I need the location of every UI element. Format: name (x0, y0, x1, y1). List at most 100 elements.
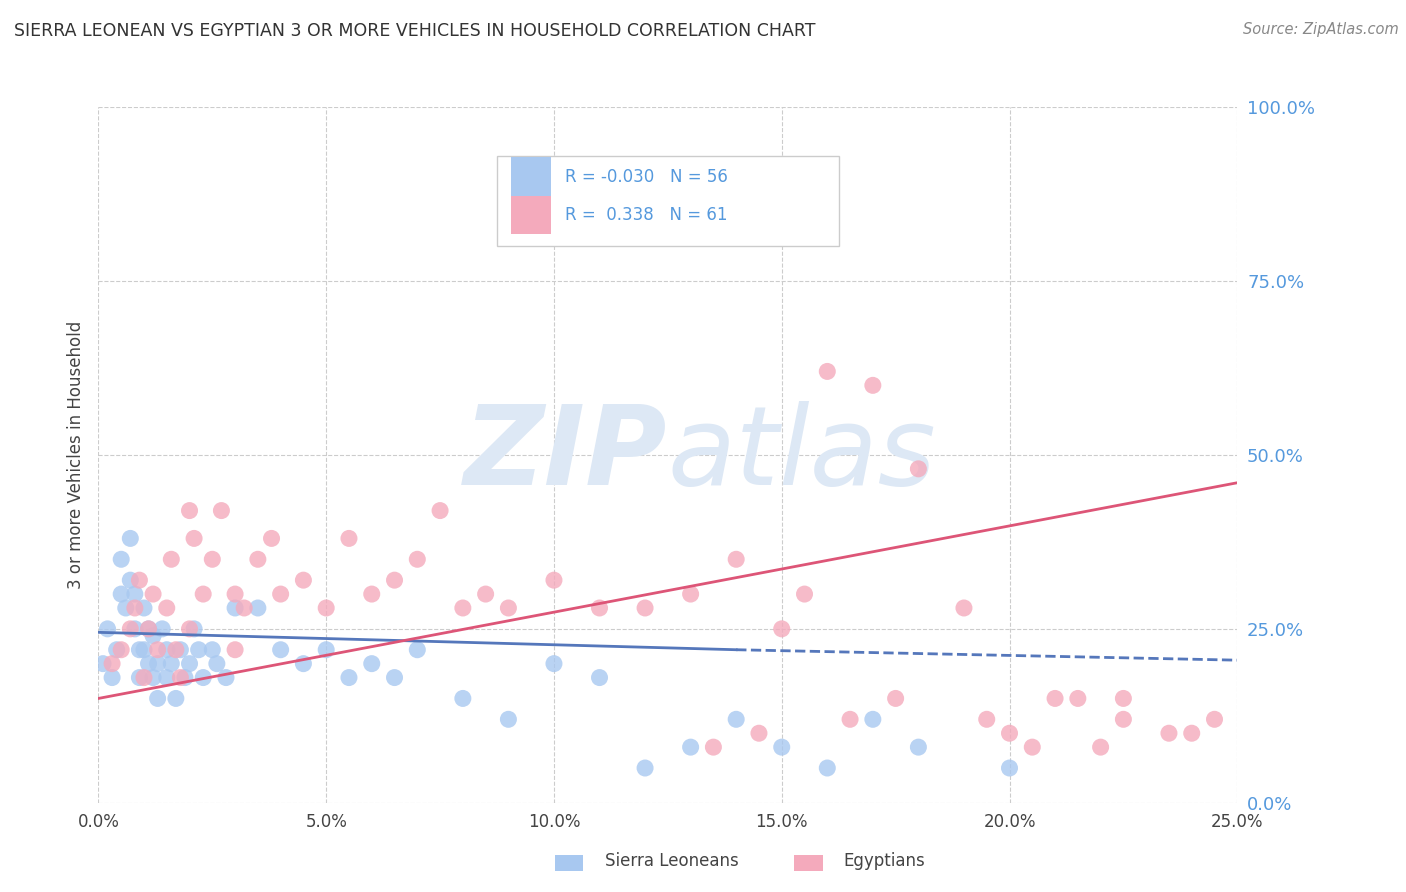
Point (406, 552, 429, 566)
Text: Sierra Leoneans: Sierra Leoneans (605, 852, 738, 870)
Point (1112, 712, 1135, 726)
Point (193, 671, 215, 685)
Point (725, 712, 748, 726)
FancyBboxPatch shape (498, 156, 839, 246)
Point (337, 671, 360, 685)
Point (770, 622, 793, 636)
Point (169, 671, 191, 685)
Point (634, 601, 657, 615)
Point (224, 642, 246, 657)
Point (142, 671, 165, 685)
Point (953, 601, 976, 615)
Point (543, 657, 565, 671)
Point (101, 657, 124, 671)
Point (884, 691, 907, 706)
Point (634, 761, 657, 775)
Text: SIERRA LEONEAN VS EGYPTIAN 3 OR MORE VEHICLES IN HOUSEHOLD CORRELATION CHART: SIERRA LEONEAN VS EGYPTIAN 3 OR MORE VEH… (14, 22, 815, 40)
Point (150, 622, 173, 636)
Point (679, 740, 702, 755)
Point (748, 726, 770, 740)
Point (998, 761, 1021, 775)
Point (725, 552, 748, 566)
Point (142, 587, 165, 601)
Point (543, 573, 565, 587)
Point (679, 587, 702, 601)
Point (233, 601, 256, 615)
Point (998, 726, 1021, 740)
Point (815, 761, 838, 775)
Point (132, 671, 155, 685)
Point (1112, 691, 1135, 706)
Point (110, 587, 132, 601)
Point (179, 622, 201, 636)
Point (160, 552, 183, 566)
Point (246, 552, 269, 566)
Point (315, 642, 337, 657)
Point (120, 532, 142, 546)
Point (1021, 740, 1043, 755)
Point (702, 740, 724, 755)
Point (1204, 712, 1226, 726)
Point (588, 671, 610, 685)
Point (105, 642, 128, 657)
Point (124, 601, 146, 615)
Point (114, 601, 136, 615)
Point (270, 642, 292, 657)
FancyBboxPatch shape (510, 195, 551, 234)
Point (862, 378, 884, 392)
Point (406, 642, 429, 657)
Point (1090, 740, 1112, 755)
Point (907, 462, 929, 476)
Point (292, 657, 315, 671)
Point (201, 552, 224, 566)
Point (146, 691, 169, 706)
Point (976, 712, 998, 726)
Text: R = -0.030   N = 56: R = -0.030 N = 56 (565, 168, 728, 186)
Point (498, 601, 520, 615)
Point (205, 657, 228, 671)
Point (224, 587, 246, 601)
Point (209, 503, 232, 517)
Point (132, 601, 155, 615)
Point (142, 629, 165, 643)
Point (96, 622, 118, 636)
Point (120, 573, 142, 587)
Point (770, 740, 793, 755)
Point (183, 622, 205, 636)
Point (474, 587, 496, 601)
Point (588, 601, 610, 615)
Point (156, 601, 179, 615)
Text: ZIP: ZIP (464, 401, 668, 508)
Point (138, 622, 160, 636)
Point (165, 642, 187, 657)
Text: Source: ZipAtlas.com: Source: ZipAtlas.com (1243, 22, 1399, 37)
Point (124, 587, 146, 601)
Point (260, 532, 283, 546)
Point (169, 642, 191, 657)
Point (451, 601, 474, 615)
Point (384, 671, 406, 685)
Point (110, 552, 132, 566)
Text: atlas: atlas (668, 401, 936, 508)
Point (183, 532, 205, 546)
Point (360, 657, 382, 671)
Point (179, 503, 201, 517)
Point (1157, 726, 1180, 740)
Point (1181, 726, 1204, 740)
Text: R =  0.338   N = 61: R = 0.338 N = 61 (565, 206, 728, 224)
Point (128, 573, 150, 587)
Point (429, 503, 451, 517)
Point (138, 622, 160, 636)
Point (124, 622, 146, 636)
Point (337, 532, 360, 546)
Point (128, 671, 150, 685)
Point (292, 573, 315, 587)
Point (201, 642, 224, 657)
Point (815, 364, 838, 378)
Point (146, 657, 169, 671)
Point (1067, 691, 1090, 706)
Point (101, 671, 124, 685)
Point (138, 657, 160, 671)
Point (360, 587, 382, 601)
Point (128, 642, 150, 657)
